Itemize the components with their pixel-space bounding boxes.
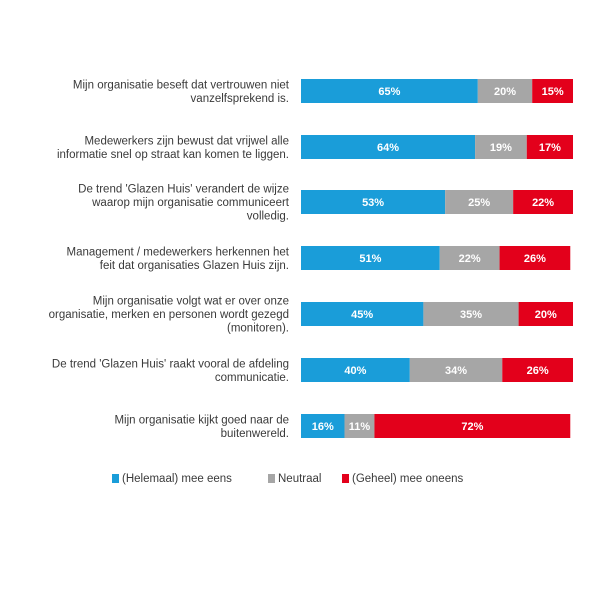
bars: 65% 20% 15% 64% 19% 17% 53% 25% 22% 51% 22% 26% 45% 3… [301,79,573,438]
bar-segment [301,246,440,270]
bar-segment [445,190,514,214]
data-label: 11% [349,421,371,433]
category-label-line: volledig. [247,211,289,223]
bar-segment [477,79,533,103]
legend-swatch [268,474,275,483]
category-label-line: communicatie. [215,372,289,384]
data-label: 26% [527,365,549,377]
category-label: Medewerkers zijn bewust dat vrijwel alle… [57,135,289,161]
data-label: 72% [461,421,483,433]
data-label: 19% [490,142,512,154]
category-label: Mijn organisatie volgt wat er over onze o… [49,296,289,335]
category-label-line: Mijn organisatie kijkt goed naar de [114,414,289,426]
bar-segment [301,79,478,103]
data-label: 45% [351,309,373,321]
data-label: 22% [459,253,481,265]
category-labels: Mijn organisatie beseft dat vertrouwen n… [49,79,290,440]
data-label: 15% [542,86,564,98]
bar-segment [301,302,424,326]
bar-segment [301,358,410,382]
legend-label: (Helemaal) mee eens [122,473,232,485]
bar-segment [526,135,573,159]
bar-segment [374,414,571,438]
bar-segment [439,246,500,270]
bar-segment [301,190,446,214]
category-label-line: De trend 'Glazen Huis' raakt vooral de a… [52,358,289,370]
data-label: 17% [539,142,561,154]
category-label: De trend 'Glazen Huis' verandert de wijz… [78,184,290,223]
category-label-line: informatie snel op straat kan komen te l… [57,149,289,161]
bar-segment [409,358,503,382]
category-label: De trend 'Glazen Huis' raakt vooral de a… [52,358,289,384]
bar-segment [301,135,476,159]
data-label: 20% [535,309,557,321]
category-label-line: Mijn organisatie beseft dat vertrouwen n… [73,79,290,91]
bar-segment [518,302,573,326]
category-label-line: waarop mijn organisatie communiceert [91,197,290,209]
data-label: 26% [524,253,546,265]
category-label-line: Management / medewerkers herkennen het [67,246,290,258]
legend-swatch [342,474,349,483]
bar-segment [301,414,345,438]
data-label: 20% [494,86,516,98]
bar-segment [475,135,527,159]
data-label: 53% [362,197,384,209]
data-label: 51% [359,253,381,265]
data-label: 34% [445,365,467,377]
bar-segment [532,79,573,103]
category-label-line: feit dat organisaties Glazen Huis zijn. [100,260,289,272]
data-label: 64% [377,142,399,154]
legend: (Helemaal) mee eens Neutraal (Geheel) mee … [112,473,463,485]
category-label-line: organisatie, merken en personen wordt ge… [49,309,289,321]
bar-segment [502,358,573,382]
category-label: Mijn organisatie kijkt goed naar de buite… [114,414,289,440]
bar-segment [513,190,573,214]
data-label: 22% [532,197,554,209]
category-label: Management / medewerkers herkennen het fe… [67,246,290,272]
category-label-line: vanzelfsprekend is. [191,93,289,105]
category-label-line: Medewerkers zijn bewust dat vrijwel alle [84,135,289,147]
data-label: 40% [344,365,366,377]
bar-segment [423,302,519,326]
category-label: Mijn organisatie beseft dat vertrouwen n… [73,79,290,105]
category-label-line: Mijn organisatie volgt wat er over onze [93,296,289,308]
data-label: 25% [468,197,490,209]
legend-label: Neutraal [278,473,321,485]
legend-label: (Geheel) mee oneens [352,473,463,485]
bar-segment [344,414,375,438]
category-label-line: (monitoren). [227,323,289,335]
data-label: 16% [312,421,334,433]
legend-swatch [112,474,119,483]
data-label: 65% [378,86,400,98]
bar-segment [499,246,571,270]
data-label: 35% [460,309,482,321]
category-label-line: buitenwereld. [221,428,289,440]
category-label-line: De trend 'Glazen Huis' verandert de wijz… [78,184,289,196]
